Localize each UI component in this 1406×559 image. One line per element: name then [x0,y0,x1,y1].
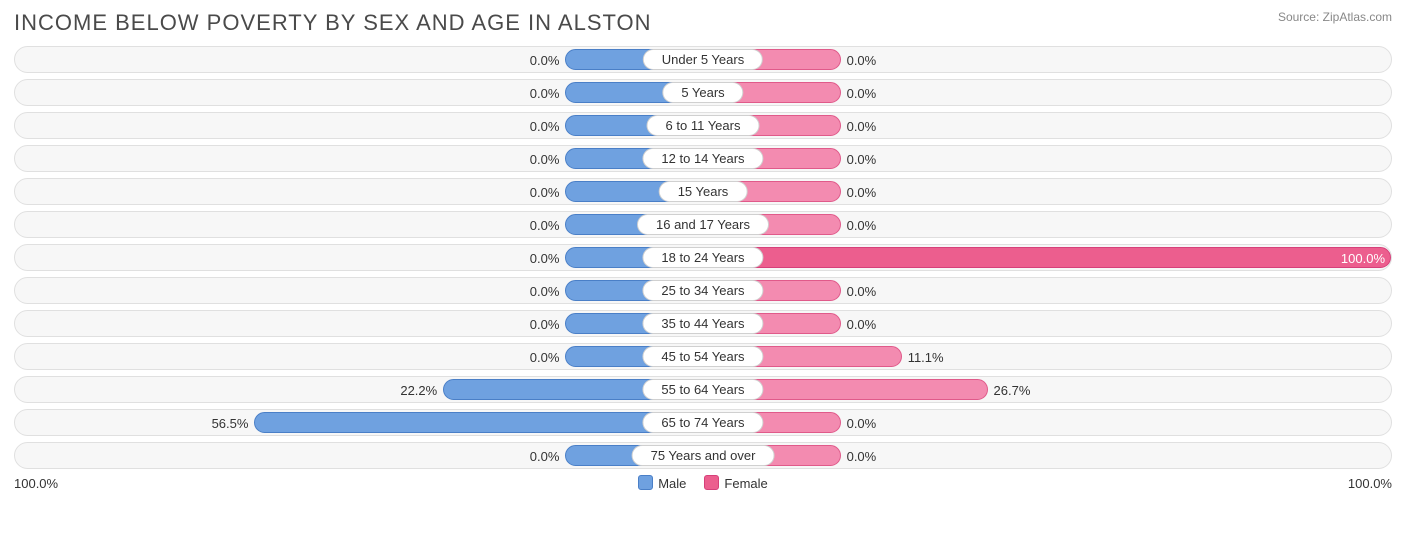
category-pill: 35 to 44 Years [642,313,763,334]
female-value: 0.0% [841,47,877,74]
chart-row: 0.0% 0.0% 35 to 44 Years [14,310,1392,337]
female-value: 11.1% [902,344,944,371]
female-value: 0.0% [841,278,877,305]
chart-row: 0.0% 11.1% 45 to 54 Years [14,343,1392,370]
category-pill: 45 to 54 Years [642,346,763,367]
chart-row: 0.0% 100.0% 18 to 24 Years [14,244,1392,271]
category-pill: 16 and 17 Years [637,214,769,235]
chart-row: 0.0% 0.0% 5 Years [14,79,1392,106]
chart-title: INCOME BELOW POVERTY BY SEX AND AGE IN A… [14,10,652,36]
chart-row: 56.5% 0.0% 65 to 74 Years [14,409,1392,436]
male-value: 22.2% [400,377,443,404]
chart-footer: 100.0% Male Female 100.0% [14,475,1392,491]
chart-source: Source: ZipAtlas.com [1278,10,1392,24]
swatch-female-icon [704,475,719,490]
category-pill: 25 to 34 Years [642,280,763,301]
male-value: 0.0% [530,278,566,305]
category-pill: 15 Years [659,181,748,202]
female-bar [703,247,1391,268]
diverging-bar-chart: 0.0%0.0%Under 5 Years0.0%0.0%5 Years0.0%… [14,46,1392,469]
chart-header: INCOME BELOW POVERTY BY SEX AND AGE IN A… [14,10,1392,36]
chart-row: 0.0% 0.0% 16 and 17 Years [14,211,1392,238]
category-pill: 18 to 24 Years [642,247,763,268]
chart-row: 0.0% 0.0% 15 Years [14,178,1392,205]
category-pill: 12 to 14 Years [642,148,763,169]
male-value: 0.0% [530,113,566,140]
chart-row: 0.0% 0.0% 75 Years and over [14,442,1392,469]
female-value: 0.0% [841,146,877,173]
male-value: 0.0% [530,146,566,173]
female-value: 0.0% [841,113,877,140]
chart-row: 0.0% 0.0% Under 5 Years [14,46,1392,73]
swatch-male-icon [638,475,653,490]
female-value: 0.0% [841,311,877,338]
chart-row: 0.0% 0.0% 12 to 14 Years [14,145,1392,172]
female-value: 0.0% [841,179,877,206]
category-pill: Under 5 Years [643,49,763,70]
male-value: 0.0% [530,80,566,107]
male-value: 0.0% [530,443,566,470]
category-pill: 6 to 11 Years [647,115,760,136]
legend: Male Female [638,475,768,491]
female-value: 0.0% [841,80,877,107]
female-value: 100.0% [1335,245,1385,272]
legend-male-label: Male [658,476,686,491]
male-value: 56.5% [212,410,255,437]
chart-row: 0.0% 0.0% 6 to 11 Years [14,112,1392,139]
category-pill: 5 Years [662,82,743,103]
category-pill: 75 Years and over [632,445,775,466]
male-value: 0.0% [530,179,566,206]
female-value: 0.0% [841,410,877,437]
legend-male: Male [638,475,686,491]
axis-left-max: 100.0% [14,476,58,491]
female-value: 26.7% [988,377,1031,404]
female-value: 0.0% [841,443,877,470]
legend-female: Female [704,475,767,491]
male-value: 0.0% [530,311,566,338]
male-value: 0.0% [530,344,566,371]
category-pill: 55 to 64 Years [642,379,763,400]
chart-row: 0.0% 0.0% 25 to 34 Years [14,277,1392,304]
chart-row: 22.2% 26.7% 55 to 64 Years [14,376,1392,403]
male-value: 0.0% [530,245,566,272]
category-pill: 65 to 74 Years [642,412,763,433]
male-value: 0.0% [530,212,566,239]
male-value: 0.0% [530,47,566,74]
legend-female-label: Female [724,476,767,491]
axis-right-max: 100.0% [1348,476,1392,491]
male-bar [254,412,703,433]
female-value: 0.0% [841,212,877,239]
